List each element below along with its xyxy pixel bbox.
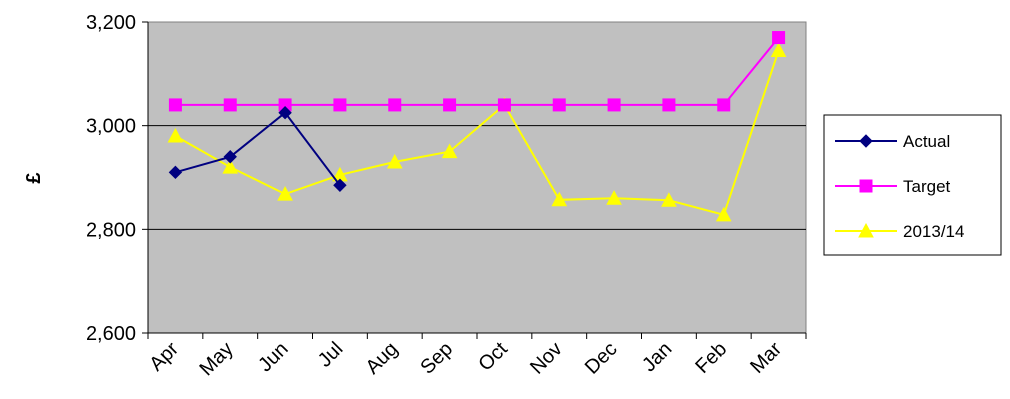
data-point-square (607, 98, 621, 112)
y-axis-label: £ (23, 172, 45, 183)
data-point-diamond (859, 134, 873, 148)
series-target (168, 31, 786, 112)
legend-label: Actual (903, 132, 950, 151)
x-tick-label: May (196, 338, 238, 380)
x-tick-label: Aug (362, 338, 403, 379)
series-line (175, 36, 780, 106)
data-point-square (662, 98, 676, 112)
series-line (175, 111, 341, 186)
y-tick-label: 2,600 (86, 323, 136, 345)
grid-lines (148, 125, 806, 230)
y-tick-label: 2,800 (86, 219, 136, 241)
x-tick-label: Jun (254, 338, 292, 376)
x-tick-label: Nov (526, 338, 567, 379)
legend: Actual Target 2013/14 (823, 114, 1002, 256)
legend-label: Target (903, 177, 951, 196)
data-point-triangle (551, 191, 568, 207)
series-line (174, 50, 780, 217)
data-point-triangle (441, 143, 458, 159)
data-point-triangle (770, 42, 787, 58)
data-point-triangle (167, 127, 184, 143)
data-point-triangle (277, 186, 293, 201)
x-tick-label: Feb (691, 338, 731, 378)
data-point-triangle (858, 222, 874, 238)
data-point-diamond (168, 165, 183, 180)
legend-label: 2013/14 (903, 222, 964, 241)
data-point-square (333, 98, 347, 112)
data-point-square (168, 98, 182, 112)
data-point-diamond (333, 178, 347, 192)
data-point-square (388, 98, 402, 112)
data-point-triangle (606, 190, 622, 205)
x-tick-label: Oct (474, 338, 512, 376)
data-point-square (223, 98, 237, 112)
x-tick-label: Jan (638, 338, 676, 376)
plot-area (147, 21, 807, 334)
series-layer (167, 31, 787, 222)
y-tick-label: 3,200 (86, 12, 136, 34)
data-point-triangle (222, 159, 239, 174)
data-point-diamond (278, 106, 292, 120)
data-point-triangle (386, 153, 403, 169)
x-tick-label: Sep (416, 338, 457, 379)
data-point-square (552, 98, 566, 112)
data-point-square (443, 98, 457, 112)
x-tick-label: Jul (314, 338, 348, 372)
data-point-diamond (223, 150, 237, 164)
x-tick-label: Apr (145, 338, 183, 376)
series-actual (168, 106, 347, 192)
x-tick-label: Dec (581, 338, 622, 379)
data-point-square (497, 98, 511, 112)
data-point-square (717, 98, 731, 112)
data-point-square (859, 179, 873, 193)
data-point-triangle (661, 192, 677, 207)
y-tick-label: 3,000 (86, 116, 136, 138)
data-point-square (772, 31, 786, 45)
data-point-triangle (715, 206, 732, 222)
x-tick-label: Mar (746, 338, 786, 378)
